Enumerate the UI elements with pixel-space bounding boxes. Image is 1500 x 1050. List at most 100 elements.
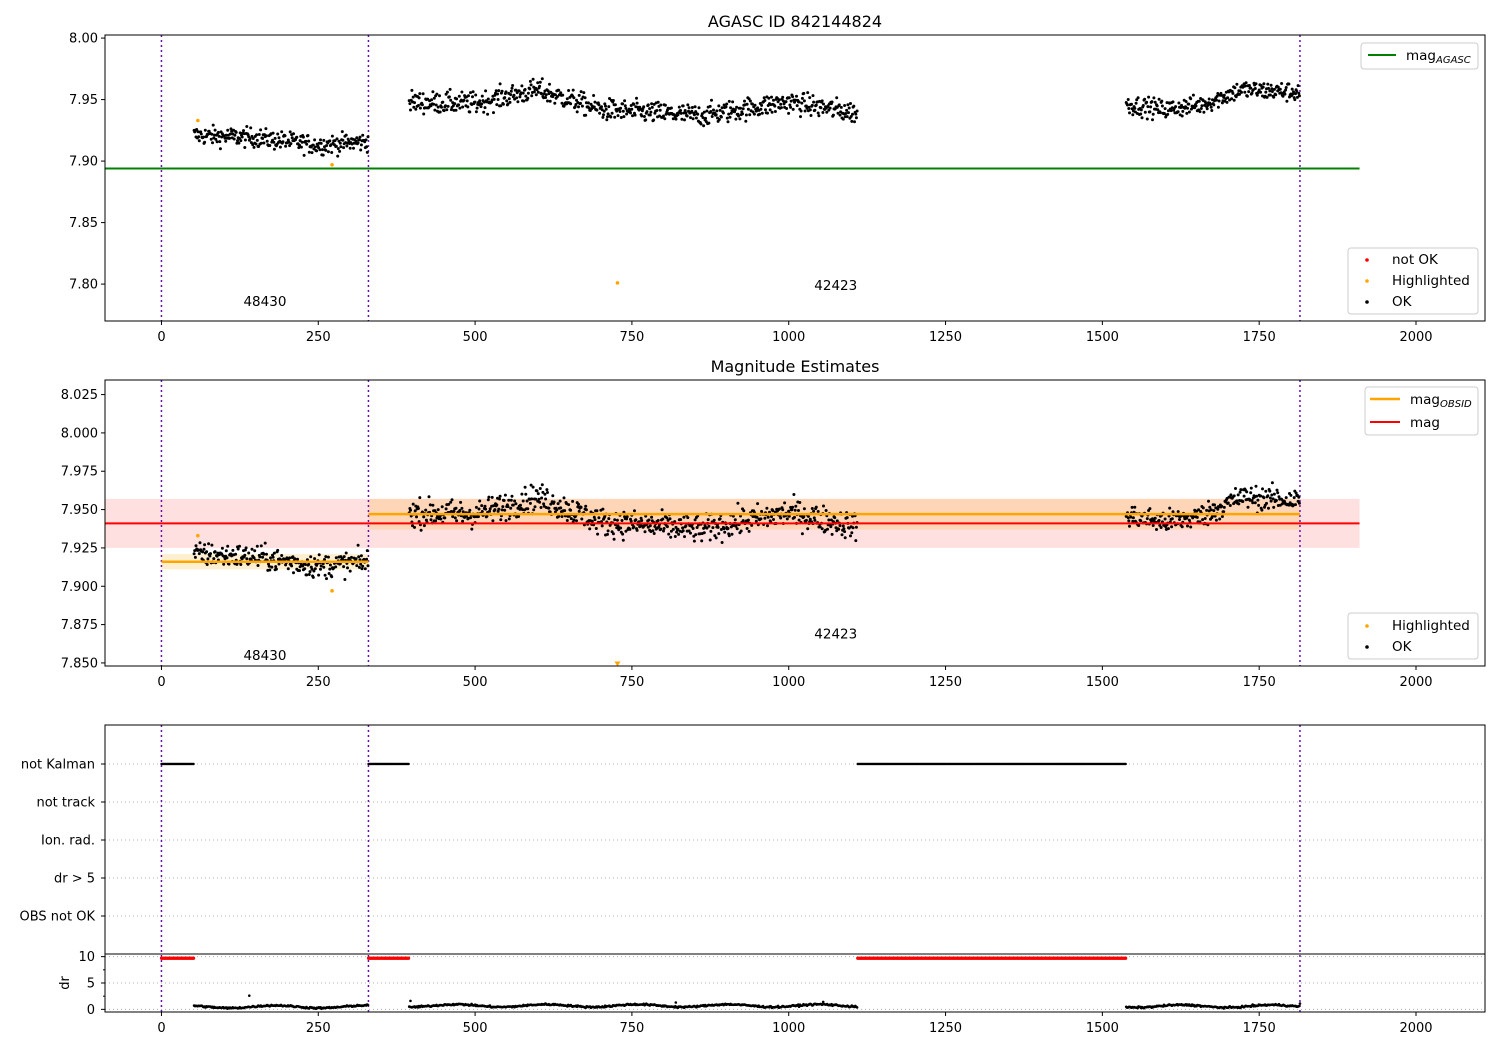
ok-point [265,139,269,143]
ok-point [1149,105,1153,109]
ok-point [523,485,527,489]
ok-point [716,525,720,529]
ok-point [436,105,440,109]
ok-point [799,109,803,113]
ok-point [1187,102,1191,106]
ok-point [781,95,785,99]
ok-point [1265,95,1269,99]
ok-point [298,143,301,147]
ok-point [458,509,462,512]
legend-marker-not-ok [1365,258,1369,262]
ok-point [726,120,730,124]
ok-point [1147,95,1151,99]
ok-point [665,516,669,520]
ok-point [1293,98,1297,102]
ok-point [453,516,457,520]
ok-point [1238,92,1241,96]
ok-point [1195,515,1199,519]
legend-marker-highlighted [1365,279,1369,283]
ok-point [854,116,858,120]
dr-tick-label: 10 [78,950,95,965]
ok-point [625,112,629,116]
y-tick-label: 7.925 [61,541,98,556]
ok-point [784,100,788,104]
ok-point [809,114,813,117]
ok-point [355,564,359,568]
ok-point [645,110,649,114]
ok-point [495,103,499,107]
ok-point [342,555,346,559]
magnitude-estimates-panel: Magnitude Estimates 48430 42423 0 250 500 750… [61,357,1486,690]
ok-point [841,524,845,528]
ok-point [577,93,581,97]
ok-point [777,507,781,511]
ok-point [492,504,495,508]
ok-point [417,520,421,524]
offscale-marker [614,661,621,666]
ok-point [662,114,665,118]
x-tick-label: 1500 [1086,675,1119,690]
ok-point [209,552,212,556]
ok-point [1151,524,1155,527]
ok-point [532,508,536,512]
ok-point [478,99,482,103]
highlighted-point [196,533,200,538]
dr-ok-point [1298,1002,1302,1005]
legend-frame [1347,612,1479,660]
ok-point [575,98,578,102]
ok-point [635,96,638,100]
ok-point [683,109,687,112]
ok-point [202,547,206,551]
dr-capped-point [1124,956,1128,960]
ok-point [736,501,740,505]
ok-point [677,532,681,536]
legend-label-highlighted: Highlighted [1392,273,1470,289]
ok-point [1148,110,1152,114]
ok-point [1297,91,1301,95]
legend-label-ok: OK [1392,639,1413,655]
ok-point [465,514,468,518]
dr-ok-point [674,1001,678,1004]
ok-point [272,147,276,151]
ok-point [467,94,470,98]
ok-point [681,526,685,530]
ok-point [691,527,695,530]
legend-line-label: mag [1410,415,1440,431]
ok-point [808,108,812,112]
ok-point [466,105,470,109]
ok-point [214,137,218,141]
ok-point [1249,486,1253,490]
ok-point [597,516,601,520]
panel-2-plot-area: 48430 42423 0 250 500 750 1000 1250 1500 1750 2000… [61,379,1486,690]
ok-point [841,117,845,121]
ok-point [311,575,315,579]
ok-point [829,525,833,529]
ok-point [814,103,818,107]
ok-point [600,105,603,109]
ok-point [326,150,330,154]
ok-point [804,104,808,108]
ok-point [1218,517,1222,521]
ok-point [413,101,416,105]
ok-point [833,516,837,520]
flag-label: Ion. rad. [41,834,95,849]
ok-point [646,525,650,529]
ok-point [792,493,796,496]
ok-point [699,122,703,126]
x-tick-label: 750 [619,1021,644,1036]
ok-point [284,144,288,148]
ok-point [197,139,201,143]
ok-point [203,128,207,132]
ok-point [851,112,854,116]
ok-point [1126,98,1130,101]
ok-point [471,90,475,94]
ok-point [1186,524,1189,528]
ok-point [759,517,763,521]
ok-point [346,566,349,570]
ok-point [623,104,627,108]
ok-point [794,504,798,508]
ok-point [334,565,338,569]
ok-point [1297,495,1301,499]
ok-point [1250,91,1254,95]
ok-point [1222,93,1226,97]
